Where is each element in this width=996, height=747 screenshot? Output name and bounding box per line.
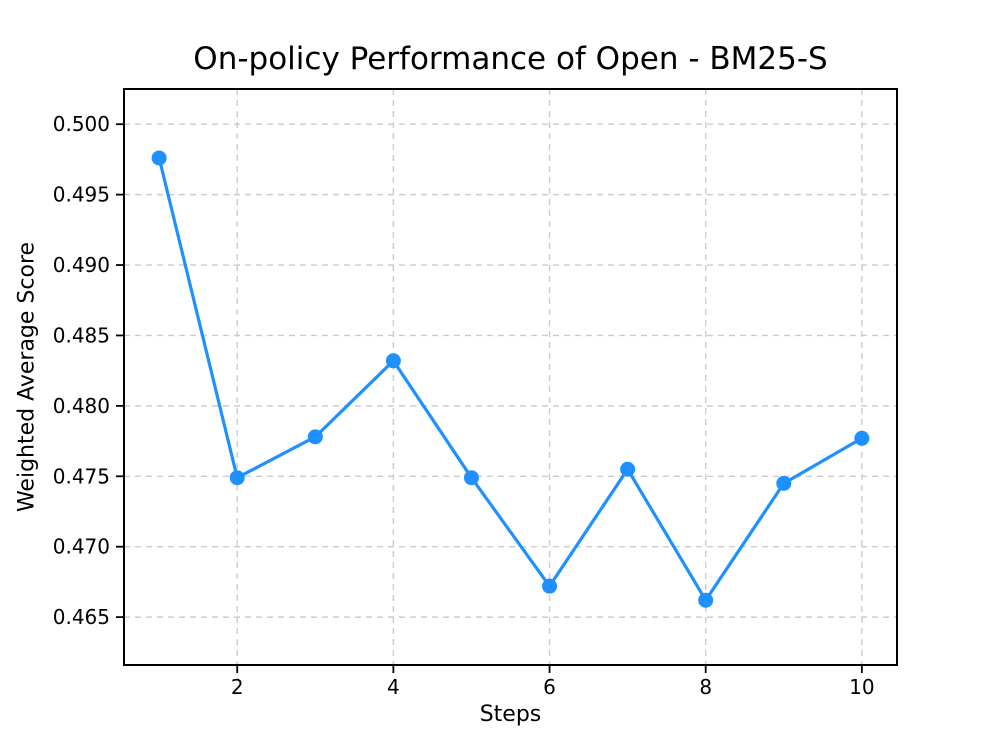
y-tick-label: 0.470: [53, 535, 110, 559]
x-axis-label: Steps: [479, 702, 542, 727]
data-point-marker: [229, 470, 245, 486]
x-tick-label: 2: [231, 675, 244, 699]
data-point-marker: [854, 430, 870, 446]
data-point-marker: [463, 470, 479, 486]
y-tick-label: 0.490: [53, 253, 110, 277]
y-tick-label: 0.500: [53, 112, 110, 136]
series-line: [157, 156, 864, 602]
data-point-marker: [542, 578, 558, 594]
data-point-marker: [620, 461, 636, 477]
data-point-marker: [307, 429, 323, 445]
y-tick-label: 0.485: [53, 323, 110, 347]
y-tick-label: 0.480: [53, 394, 110, 418]
x-tick-label: 8: [699, 675, 712, 699]
y-tick-label: 0.465: [53, 605, 110, 629]
data-point-marker: [151, 150, 167, 166]
y-tick-label: 0.495: [53, 183, 110, 207]
axes-frame: [123, 88, 898, 666]
chart-title: On-policy Performance of Open - BM25-S: [193, 41, 828, 77]
data-point-marker: [776, 475, 792, 491]
x-tick-label: 4: [387, 675, 400, 699]
y-tick-label: 0.475: [53, 464, 110, 488]
x-tick-label: 10: [849, 675, 874, 699]
x-tick-label: 6: [543, 675, 556, 699]
data-point-marker: [385, 353, 401, 369]
data-point-marker: [698, 592, 714, 608]
